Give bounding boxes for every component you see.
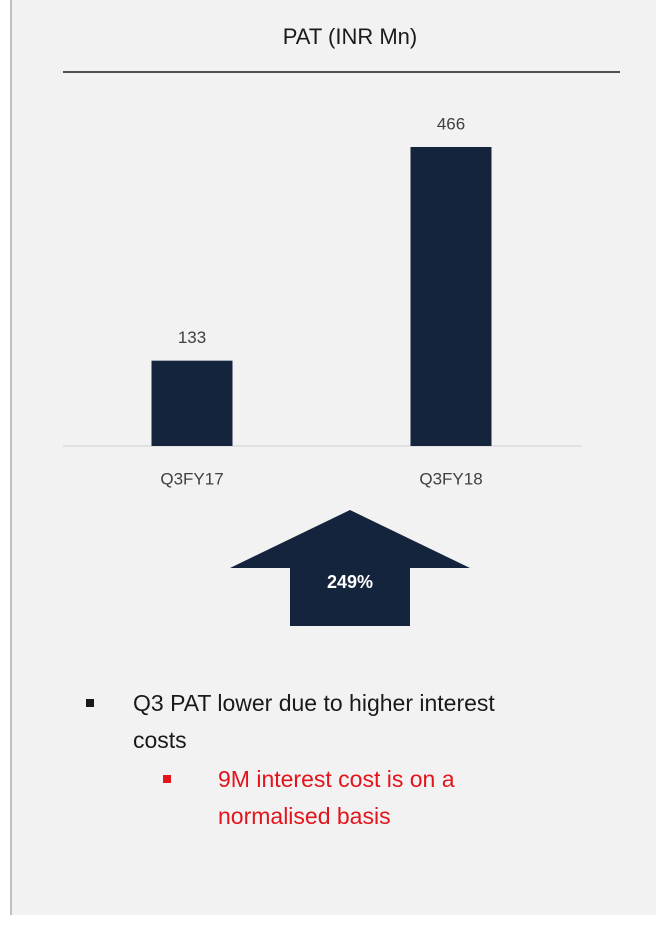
sub-bullet-marker [163,775,171,783]
data-label: 133 [178,328,206,347]
bar [410,147,492,446]
growth-label: 249% [327,572,373,592]
x-tick-label: Q3FY17 [160,469,223,488]
chart-title: PAT (INR Mn) [283,24,417,49]
sub-bullet-text: 9M interest cost is on a normalised basi… [218,766,455,829]
growth-arrow [230,510,470,626]
panel-background [12,0,656,915]
bar [151,360,233,446]
bullet-text: Q3 PAT lower due to higher interest cost… [133,690,495,753]
bullet-marker [86,699,94,707]
data-label: 466 [437,114,465,133]
x-tick-label: Q3FY18 [419,469,482,488]
